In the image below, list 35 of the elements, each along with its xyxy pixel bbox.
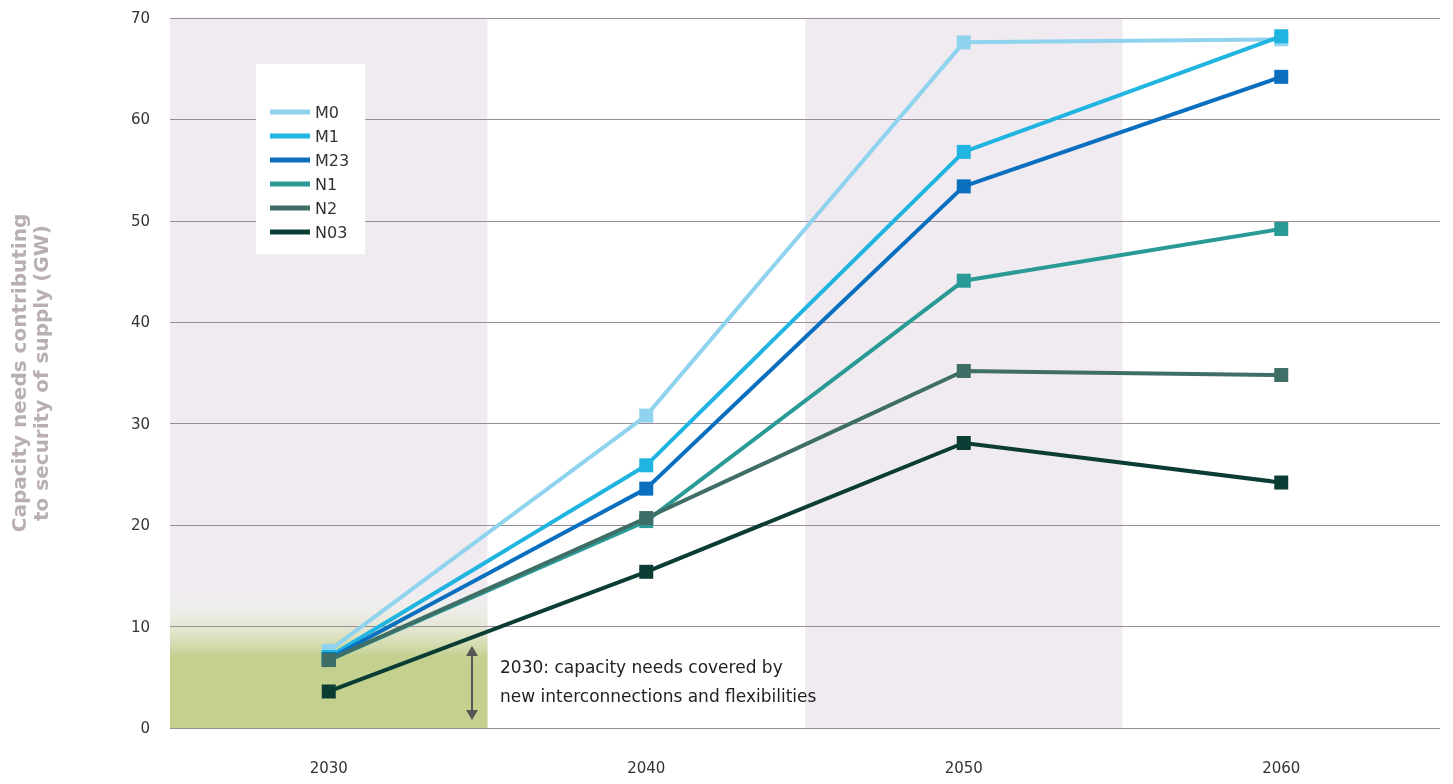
legend-label: M1 xyxy=(315,126,339,146)
y-tick-label: 30 xyxy=(130,414,150,433)
y-tick-label: 60 xyxy=(130,110,150,129)
point xyxy=(321,684,336,699)
point xyxy=(956,273,971,288)
point xyxy=(1274,69,1289,84)
point xyxy=(639,564,654,579)
legend-label: N03 xyxy=(315,222,348,242)
y-tick-label: 40 xyxy=(130,313,150,332)
annotation: 2030: capacity needs covered by new interconnections and flexibilities xyxy=(500,656,817,706)
x-tick-label: 2050 xyxy=(944,758,983,777)
x-tick-label: 2040 xyxy=(627,758,666,777)
y-tick-label: 70 xyxy=(130,9,150,27)
point xyxy=(1274,368,1289,383)
x-tick-label: 2060 xyxy=(1262,758,1301,777)
legend-label: N2 xyxy=(315,198,338,218)
legend-label: M0 xyxy=(315,102,339,122)
y-tick-label: 50 xyxy=(130,211,150,230)
legend-label: N1 xyxy=(315,174,338,194)
point xyxy=(956,35,971,50)
point xyxy=(639,481,654,496)
y-tick-label: 0 xyxy=(140,719,150,737)
y-tick-label: 10 xyxy=(130,617,150,636)
y-axis-title: Capacity needs contributing to security of supply (GW) xyxy=(7,213,53,533)
point xyxy=(1274,221,1289,236)
point xyxy=(639,408,654,423)
point xyxy=(956,144,971,159)
point xyxy=(639,458,654,473)
y-tick-label: 20 xyxy=(130,516,150,535)
x-tick-label: 2030 xyxy=(309,758,348,777)
point xyxy=(956,363,971,378)
point xyxy=(1274,475,1289,490)
legend-label: M23 xyxy=(315,150,350,170)
point xyxy=(956,435,971,450)
point xyxy=(956,179,971,194)
